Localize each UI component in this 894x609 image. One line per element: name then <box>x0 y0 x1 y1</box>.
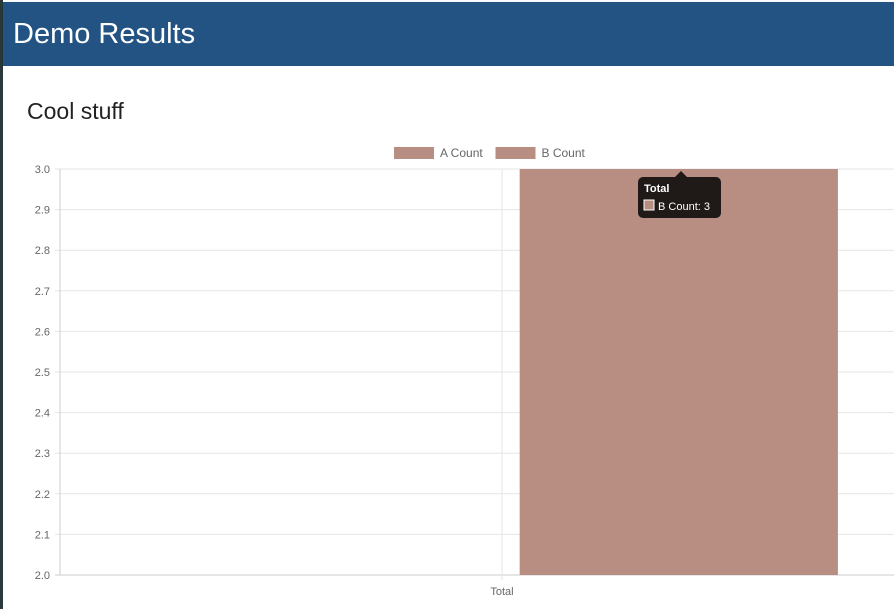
chart-legend[interactable]: A Count B Count <box>394 146 586 160</box>
y-tick-label: 2.8 <box>35 245 50 257</box>
tooltip-swatch <box>643 199 655 211</box>
y-tick-label: 2.2 <box>35 489 50 501</box>
tooltip-caret <box>675 171 687 177</box>
y-tick-label: 2.3 <box>35 448 50 460</box>
tooltip-box <box>638 177 721 218</box>
legend-swatch[interactable] <box>495 147 536 159</box>
y-tick-label: 2.1 <box>35 529 50 541</box>
window-edge <box>0 0 3 609</box>
chart-bars <box>519 169 838 575</box>
tooltip-label: B Count: 3 <box>658 201 710 213</box>
legend-label[interactable]: B Count <box>542 146 586 160</box>
x-tick-label: Total <box>490 586 513 598</box>
app-title: Demo Results <box>13 18 196 50</box>
legend-swatch[interactable] <box>394 147 434 159</box>
y-tick-label: 2.6 <box>35 326 50 338</box>
y-tick-label: 2.5 <box>35 367 50 379</box>
y-tick-label: 2.4 <box>35 408 50 420</box>
bar-b-count[interactable] <box>519 169 838 575</box>
legend-label[interactable]: A Count <box>440 146 483 160</box>
y-tick-label: 2.9 <box>35 205 50 217</box>
tooltip-title: Total <box>644 183 669 195</box>
chart-axes: 3.0 2.9 2.8 2.7 2.6 2.5 2.4 2.3 2.2 2.1 2.0 Total <box>35 164 514 598</box>
chart-grid <box>55 168 894 580</box>
y-tick-label: 2.0 <box>35 570 50 582</box>
y-tick-label: 2.7 <box>35 286 50 298</box>
chart-tooltip: Total B Count: 3 <box>638 171 721 218</box>
app-bar: Demo Results <box>3 2 894 66</box>
card-title: Cool stuff <box>27 98 124 124</box>
y-tick-label: 3.0 <box>35 164 50 176</box>
